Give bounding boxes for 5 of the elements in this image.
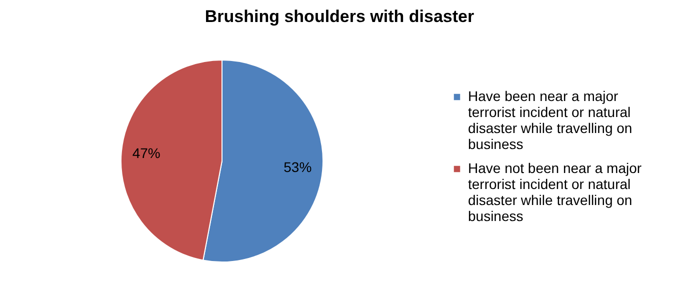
legend-label: Have not been near a major terrorist incident or natural disaster while travelling on business bbox=[468, 160, 642, 224]
legend-label: Have been near a major terrorist incident or natural disaster while travelling on business bbox=[468, 88, 632, 152]
chart-title: Brushing shoulders with disaster bbox=[204, 7, 474, 26]
data-label: 53% bbox=[284, 159, 312, 176]
data-label: 47% bbox=[132, 144, 160, 161]
